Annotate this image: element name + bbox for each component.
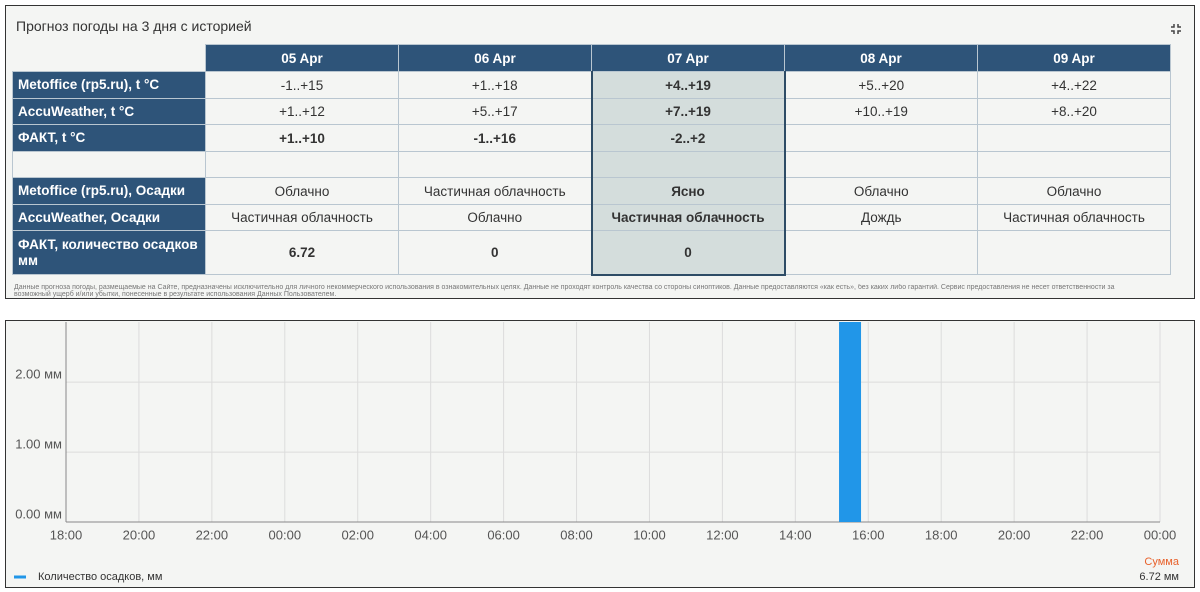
row-label: AccuWeather, Осадки [12,204,206,231]
table-cell: Частичная облачность [590,204,786,231]
row-label: AccuWeather, t °C [12,98,206,125]
row-label: Metoffice (rp5.ru), Осадки [12,177,206,205]
legend-label: Количество осадков, мм [38,571,162,583]
x-tick-label: 04:00 [414,527,447,542]
panel-title: Прогноз погоды на 3 дня с историей [16,18,252,34]
footnote: Данные прогноза погоды, размещаемые на С… [14,284,1115,298]
table-cell: Дождь [784,204,978,231]
table-cell: +8..+20 [977,98,1171,125]
total-title: Сумма [1144,556,1179,568]
x-tick-label: 00:00 [269,527,302,542]
table-cell: Облачно [205,177,399,205]
table-cell: Ясно [590,177,786,205]
table-row: ФАКТ, t °C +1..+10 -1..+16 -2..+2 [12,124,1171,152]
table-row: Metoffice (rp5.ru), t °C -1..+15 +1..+18 +4… [12,71,1171,99]
total-value: 6.72 мм [1139,571,1179,583]
table-cell [398,151,592,178]
forecast-panel: Прогноз погоды на 3 дня с историей 05 Ap… [5,5,1195,299]
x-tick-label: 06:00 [487,527,520,542]
y-tick-label: 1.00 мм [15,437,62,452]
table-cell: Облачно [784,177,978,205]
table-cell [784,151,978,178]
y-tick-label: 2.00 мм [15,367,62,382]
table-row: AccuWeather, Осадки Частичная облачность О… [12,204,1171,231]
table-row [12,151,1171,178]
table-cell: +1..+18 [398,71,592,99]
column-header: 08 Apr [784,44,978,72]
row-label: ФАКТ, количество осадков мм [12,230,206,275]
row-label: ФАКТ, t °C [12,124,206,152]
table-cell: Облачно [977,177,1171,205]
chart-panel: 18:00 20:00 22:00 00:00 02:00 04:00 06:00 08:00… [5,320,1195,588]
table-row: AccuWeather, t °C +1..+12 +5..+17 +7..+19 +1… [12,98,1171,125]
table-cell: Частичная облачность [205,204,399,231]
x-tick-label: 08:00 [560,527,593,542]
table-cell: +5..+17 [398,98,592,125]
table-cell [590,151,786,178]
forecast-table: 05 Apr 06 Apr 07 Apr 08 Apr 09 Apr Metoffice … [12,44,1171,276]
table-cell: -1..+16 [398,124,592,152]
row-label: Metoffice (rp5.ru), t °C [12,71,206,99]
chart: 18:00 20:00 22:00 00:00 02:00 04:00 06:00 08:00… [14,322,1180,583]
x-tick-label: 22:00 [1071,527,1104,542]
table-cell: +1..+12 [205,98,399,125]
column-header: 09 Apr [977,44,1171,72]
table-cell: +4..+22 [977,71,1171,99]
table-row: Metoffice (rp5.ru), Осадки Облачно Частичн… [12,177,1171,205]
column-header: 06 Apr [398,44,592,72]
x-tick-label: 18:00 [50,527,83,542]
x-tick-label: 18:00 [925,527,958,542]
bar [839,322,862,522]
x-tick-label: 20:00 [998,527,1031,542]
corner [13,45,206,72]
x-tick-label: 14:00 [779,527,812,542]
table-cell [784,124,978,152]
x-tick-label: 12:00 [706,527,739,542]
table-cell [977,230,1171,275]
table-cell: +1..+10 [205,124,399,152]
table-cell: 0 [398,230,592,275]
table-cell: 6.72 [205,230,399,275]
table-cell: +10..+19 [784,98,978,125]
collapse-icon[interactable] [1170,23,1182,35]
x-tick-label: 20:00 [123,527,156,542]
table-cell: 0 [590,230,786,276]
column-header: 07 Apr [591,44,785,72]
table-cell: +7..+19 [590,98,786,125]
table-cell: -1..+15 [205,71,399,99]
table-cell: +5..+20 [784,71,978,99]
row-label [12,151,206,178]
plot-area [66,322,1160,522]
table-cell: +4..+19 [590,71,786,99]
column-header: 05 Apr [205,44,399,72]
table-cell [977,151,1171,178]
table-row: ФАКТ, количество осадков мм 6.72 0 0 [12,230,1171,276]
table-cell [784,230,978,275]
x-tick-label: 22:00 [196,527,229,542]
table-cell [977,124,1171,152]
x-tick-label: 00:00 [1144,527,1177,542]
x-tick-label: 16:00 [852,527,885,542]
table-cell [205,151,399,178]
table-cell: Частичная облачность [977,204,1171,231]
x-tick-label: 02:00 [341,527,374,542]
y-tick-label: 0.00 мм [15,506,62,521]
table-cell: -2..+2 [590,124,786,152]
table-cell: Частичная облачность [398,177,592,205]
header-row: 05 Apr 06 Apr 07 Apr 08 Apr 09 Apr [13,44,1171,72]
x-tick-label: 10:00 [633,527,666,542]
table-cell: Облачно [398,204,592,231]
